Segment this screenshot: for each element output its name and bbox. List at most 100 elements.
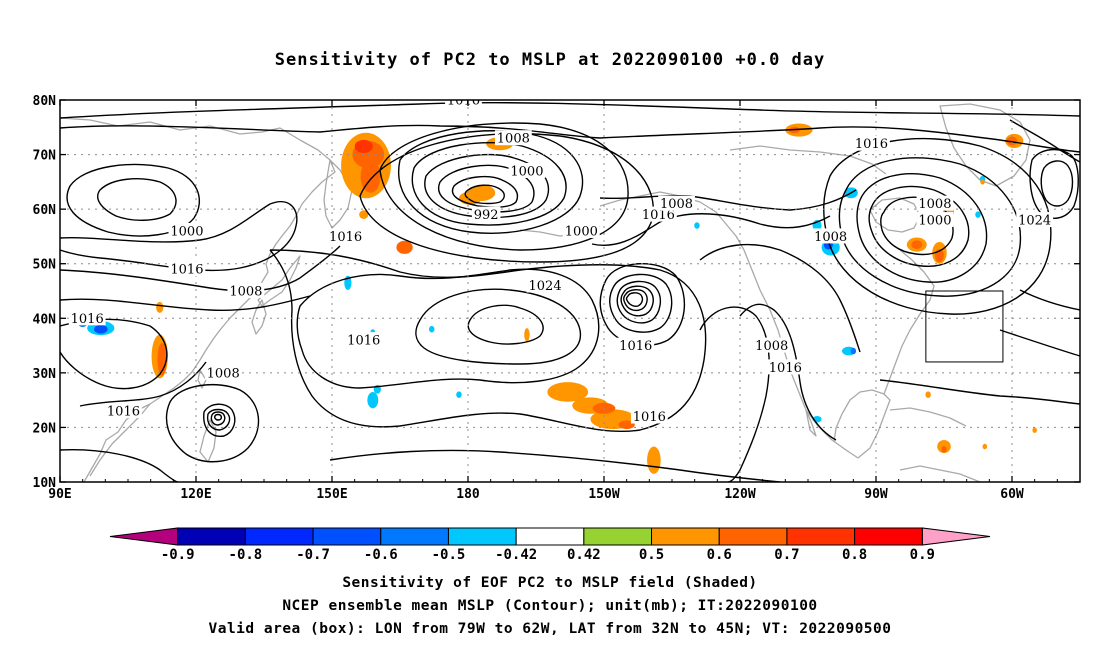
mslp-contour xyxy=(296,268,600,389)
colorbar-swatch xyxy=(447,527,517,546)
colorbar-swatch xyxy=(583,527,653,546)
lat-tick-label: 70N xyxy=(33,149,57,164)
sensitivity-patch xyxy=(359,210,369,219)
colorbar-label: -0.9 xyxy=(161,547,195,563)
mslp-contour xyxy=(411,141,567,226)
contour-label-bg xyxy=(853,135,890,151)
lat-tick-label: 10N xyxy=(33,476,57,491)
contour-label: 1016 xyxy=(619,339,652,354)
plot-area: 1016100810009921000101610081016100010161… xyxy=(33,94,1081,502)
contour-label: 1000 xyxy=(565,224,598,239)
coast-gulf-mexico xyxy=(833,389,891,459)
colorbar-swatch xyxy=(651,527,720,546)
sensitivity-patch xyxy=(396,240,413,254)
lon-tick-label: 150W xyxy=(588,487,619,502)
sensitivity-patch xyxy=(694,222,700,229)
contour-label-bg xyxy=(562,222,600,238)
coast-korea xyxy=(251,299,267,335)
mslp-contour xyxy=(856,173,988,283)
mslp-contour xyxy=(999,329,1080,357)
mslp-contour xyxy=(623,289,648,312)
mslp-contour xyxy=(214,413,223,421)
contour-label: 1000 xyxy=(510,164,543,179)
mslp-contour xyxy=(1009,119,1080,163)
contour-label: 1008 xyxy=(814,230,847,245)
sensitivity-patch xyxy=(982,443,988,450)
mslp-contour xyxy=(699,306,770,482)
sensitivity-patch xyxy=(547,382,589,402)
contour-label-bg xyxy=(1016,212,1054,228)
contour-label-bg xyxy=(168,261,206,277)
mslp-contour xyxy=(203,403,236,437)
colorbar-label: 0.8 xyxy=(842,547,867,563)
contour-label: 1016 xyxy=(855,137,888,152)
contour-label-bg xyxy=(345,332,383,348)
contour-label: 1016 xyxy=(642,208,675,223)
colorbar-label: 0.6 xyxy=(707,547,732,563)
contour-label-bg xyxy=(617,337,655,353)
colorbar-label: 0.7 xyxy=(774,547,799,563)
contour-label-bg xyxy=(508,162,546,178)
lat-tick-label: 50N xyxy=(33,258,57,273)
contour-label-bg xyxy=(916,212,954,228)
contour-label-bg xyxy=(494,130,532,146)
lat-tick-label: 80N xyxy=(33,94,57,109)
coast-caribbean xyxy=(889,407,967,427)
colorbar-swatch xyxy=(177,527,246,546)
mslp-contours xyxy=(60,101,1080,482)
mslp-contour xyxy=(467,304,544,345)
valid-area-box xyxy=(925,290,1004,363)
coast-japan xyxy=(257,255,301,307)
contour-label: 1008 xyxy=(207,366,240,381)
sensitivity-patch xyxy=(1006,136,1018,146)
sensitivity-patch xyxy=(850,347,857,355)
colorbar-high-triangle xyxy=(921,527,991,546)
coast-taiwan xyxy=(197,369,207,389)
colorbar-swatch xyxy=(786,527,856,546)
contour-label: 1000 xyxy=(170,224,203,239)
lon-tick-label: 180 xyxy=(456,487,480,502)
colorbar-swatch xyxy=(380,527,449,546)
colorbar-label: -0.42 xyxy=(495,547,537,563)
contour-label: 1016 xyxy=(633,410,666,425)
lat-tick-label: 20N xyxy=(33,421,57,436)
contour-label: 1016 xyxy=(170,263,203,278)
mslp-contour xyxy=(879,379,1080,405)
contour-label-bg xyxy=(68,310,106,326)
mslp-contour xyxy=(415,288,582,365)
contour-label-bg xyxy=(445,100,482,107)
contour-label-bg xyxy=(227,283,265,298)
mslp-contour xyxy=(60,295,311,312)
mslp-contour xyxy=(60,201,298,272)
lon-tick-label: 120E xyxy=(180,487,211,502)
lon-tick-label: 120W xyxy=(724,487,755,502)
contour-label: 1016 xyxy=(769,361,802,376)
contour-label-bg xyxy=(105,403,142,419)
contour-label-bg xyxy=(658,195,695,211)
lon-tick-label: 150E xyxy=(316,487,347,502)
mslp-contour xyxy=(398,130,584,234)
contour-label-bg xyxy=(630,408,668,424)
mslp-contour xyxy=(451,175,519,208)
contour-labels: 1016100810009921000101610081016100010161… xyxy=(68,100,1054,425)
lat-tick-label: 30N xyxy=(33,367,57,382)
mslp-contour xyxy=(609,273,673,333)
sensitivity-patch xyxy=(925,391,931,398)
sensitivity-patch xyxy=(156,301,164,313)
mslp-contour xyxy=(329,449,781,482)
contour-label-bg xyxy=(327,228,364,244)
caption-line-1: Sensitivity of EOF PC2 to MSLP field (Sh… xyxy=(342,575,758,591)
mslp-contour xyxy=(60,318,168,390)
mslp-contour xyxy=(60,448,179,482)
caption-line-3: Valid area (box): LON from 79W to 62W, L… xyxy=(208,621,892,637)
mslp-contour xyxy=(625,292,644,307)
valid-area-rect xyxy=(925,290,1004,363)
contour-label: 1024 xyxy=(1018,214,1051,229)
mslp-contour xyxy=(868,185,970,267)
axis-ticks: 90E 120E 150E 180 150W 120W 90W 60W 10N 20N 30N 40N… xyxy=(33,94,1080,502)
contour-label: 1016 xyxy=(71,312,104,327)
mslp-contour xyxy=(60,101,1080,119)
contour-label: 1008 xyxy=(660,197,693,212)
sensitivity-patch xyxy=(975,211,981,218)
